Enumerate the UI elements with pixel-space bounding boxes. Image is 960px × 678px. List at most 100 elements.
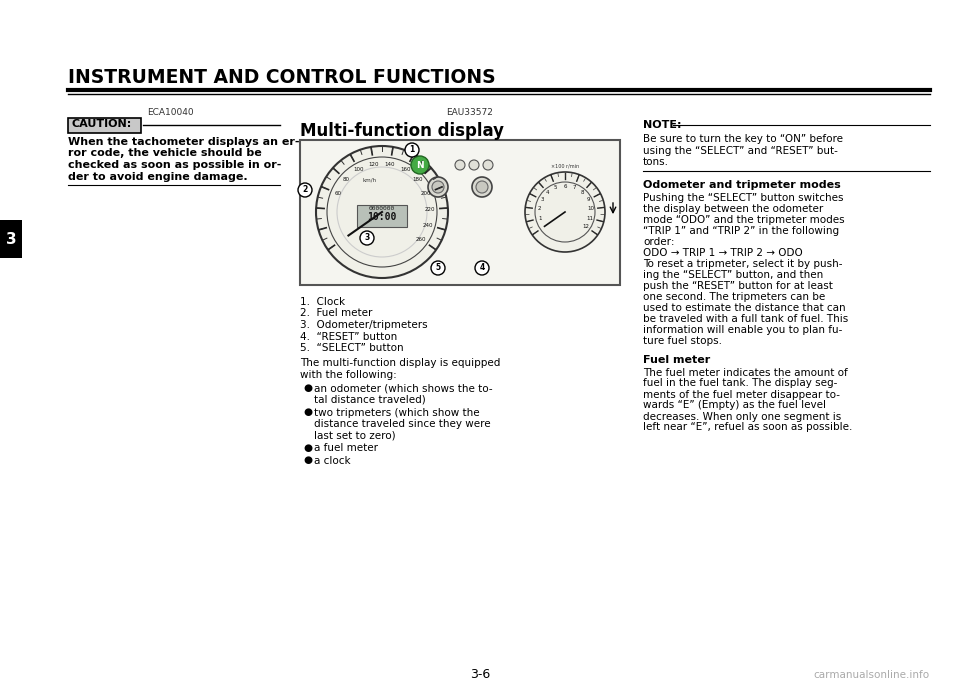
Text: CAUTION:: CAUTION: (71, 119, 132, 129)
Text: used to estimate the distance that can: used to estimate the distance that can (643, 303, 846, 313)
Text: EAU33572: EAU33572 (446, 108, 493, 117)
Text: Pushing the “SELECT” button switches: Pushing the “SELECT” button switches (643, 193, 844, 203)
Text: tons.: tons. (643, 157, 669, 167)
Text: be traveled with a full tank of fuel. This: be traveled with a full tank of fuel. Th… (643, 314, 849, 324)
Circle shape (298, 183, 312, 197)
Text: left near “E”, refuel as soon as possible.: left near “E”, refuel as soon as possibl… (643, 422, 852, 433)
Text: ments of the fuel meter disappear to-: ments of the fuel meter disappear to- (643, 389, 840, 399)
Text: ●: ● (303, 407, 312, 418)
Text: 1.  Clock: 1. Clock (300, 297, 346, 307)
Text: 2: 2 (302, 186, 307, 195)
Text: 8: 8 (581, 190, 584, 195)
Text: ●: ● (303, 443, 312, 453)
Text: 4: 4 (546, 190, 549, 195)
Text: 180: 180 (413, 178, 423, 182)
Circle shape (432, 181, 444, 193)
Text: a clock: a clock (314, 456, 350, 466)
Text: 5: 5 (436, 264, 441, 273)
Circle shape (431, 261, 445, 275)
Text: 200: 200 (421, 191, 432, 196)
Text: 3: 3 (540, 197, 543, 203)
Circle shape (525, 172, 605, 252)
Text: When the tachometer displays an er-: When the tachometer displays an er- (68, 137, 300, 147)
Text: km/h: km/h (363, 178, 377, 183)
Text: ODO → TRIP 1 → TRIP 2 → ODO: ODO → TRIP 1 → TRIP 2 → ODO (643, 248, 803, 258)
Circle shape (428, 177, 448, 197)
Text: 5: 5 (554, 185, 558, 191)
Text: 140: 140 (385, 162, 396, 167)
Text: 4: 4 (479, 264, 485, 273)
Text: an odometer (which shows the to-: an odometer (which shows the to- (314, 384, 492, 393)
Text: push the “RESET” button for at least: push the “RESET” button for at least (643, 281, 833, 291)
Circle shape (476, 181, 488, 193)
Text: one second. The tripmeters can be: one second. The tripmeters can be (643, 292, 826, 302)
Text: 1: 1 (538, 216, 541, 221)
Text: last set to zero): last set to zero) (314, 431, 396, 441)
FancyBboxPatch shape (67, 117, 140, 132)
Text: The multi-function display is equipped: The multi-function display is equipped (300, 359, 500, 369)
Text: 5.  “SELECT” button: 5. “SELECT” button (300, 343, 403, 353)
Circle shape (405, 143, 419, 157)
Text: using the “SELECT” and “RESET” but-: using the “SELECT” and “RESET” but- (643, 146, 838, 155)
Text: “TRIP 1” and “TRIP 2” in the following: “TRIP 1” and “TRIP 2” in the following (643, 226, 839, 236)
Text: To reset a tripmeter, select it by push-: To reset a tripmeter, select it by push- (643, 259, 843, 269)
Text: 3.  Odometer/tripmeters: 3. Odometer/tripmeters (300, 320, 427, 330)
Text: Fuel meter: Fuel meter (643, 355, 710, 365)
Text: 12: 12 (583, 224, 589, 229)
Text: ture fuel stops.: ture fuel stops. (643, 336, 722, 346)
Text: ing the “SELECT” button, and then: ing the “SELECT” button, and then (643, 270, 824, 280)
Text: a fuel meter: a fuel meter (314, 443, 378, 453)
Text: 2: 2 (538, 207, 540, 212)
Text: 3-6: 3-6 (469, 668, 491, 678)
Text: the display between the odometer: the display between the odometer (643, 204, 824, 214)
Circle shape (360, 231, 374, 245)
Text: 9: 9 (587, 197, 589, 203)
Text: The fuel meter indicates the amount of: The fuel meter indicates the amount of (643, 367, 848, 378)
Text: ror code, the vehicle should be: ror code, the vehicle should be (68, 148, 262, 159)
Text: 260: 260 (416, 237, 426, 242)
Text: ×100 r/min: ×100 r/min (551, 164, 579, 169)
Text: N: N (417, 161, 423, 170)
Circle shape (411, 156, 429, 174)
Text: ●: ● (303, 384, 312, 393)
Text: carmanualsonline.info: carmanualsonline.info (814, 670, 930, 678)
Text: 3: 3 (365, 233, 370, 243)
Text: wards “E” (Empty) as the fuel level: wards “E” (Empty) as the fuel level (643, 401, 826, 410)
Text: 120: 120 (369, 162, 379, 167)
Text: 2.  Fuel meter: 2. Fuel meter (300, 308, 372, 319)
Text: information will enable you to plan fu-: information will enable you to plan fu- (643, 325, 842, 335)
Text: Multi-function display: Multi-function display (300, 122, 504, 140)
Circle shape (469, 160, 479, 170)
Text: ECA10040: ECA10040 (147, 108, 193, 117)
Text: 1: 1 (409, 146, 415, 155)
Text: der to avoid engine damage.: der to avoid engine damage. (68, 172, 248, 182)
Text: 240: 240 (423, 222, 434, 228)
Text: 160: 160 (400, 167, 411, 172)
Text: mode “ODO” and the tripmeter modes: mode “ODO” and the tripmeter modes (643, 215, 845, 225)
Text: INSTRUMENT AND CONTROL FUNCTIONS: INSTRUMENT AND CONTROL FUNCTIONS (68, 68, 495, 87)
Text: 60: 60 (334, 191, 341, 196)
Text: 0000000: 0000000 (369, 205, 396, 210)
Text: 3: 3 (6, 231, 16, 247)
Bar (300, 140, 620, 285)
Text: 10: 10 (588, 207, 594, 212)
Text: order:: order: (643, 237, 675, 247)
Text: checked as soon as possible in or-: checked as soon as possible in or- (68, 160, 281, 170)
Circle shape (475, 261, 489, 275)
Text: 100: 100 (353, 167, 364, 172)
Circle shape (316, 146, 448, 278)
Text: tal distance traveled): tal distance traveled) (314, 395, 425, 405)
Text: NOTE:: NOTE: (643, 120, 682, 130)
Text: decreases. When only one segment is: decreases. When only one segment is (643, 412, 841, 422)
Text: Odometer and tripmeter modes: Odometer and tripmeter modes (643, 180, 841, 191)
Text: 10:00: 10:00 (368, 212, 396, 222)
Text: ●: ● (303, 456, 312, 466)
Text: 11: 11 (587, 216, 593, 221)
Circle shape (472, 177, 492, 197)
Text: 80: 80 (343, 178, 349, 182)
Text: two tripmeters (which show the: two tripmeters (which show the (314, 407, 480, 418)
Text: with the following:: with the following: (300, 370, 396, 380)
Text: Be sure to turn the key to “ON” before: Be sure to turn the key to “ON” before (643, 134, 843, 144)
Text: 6: 6 (564, 184, 566, 188)
Bar (0, 220, 22, 258)
